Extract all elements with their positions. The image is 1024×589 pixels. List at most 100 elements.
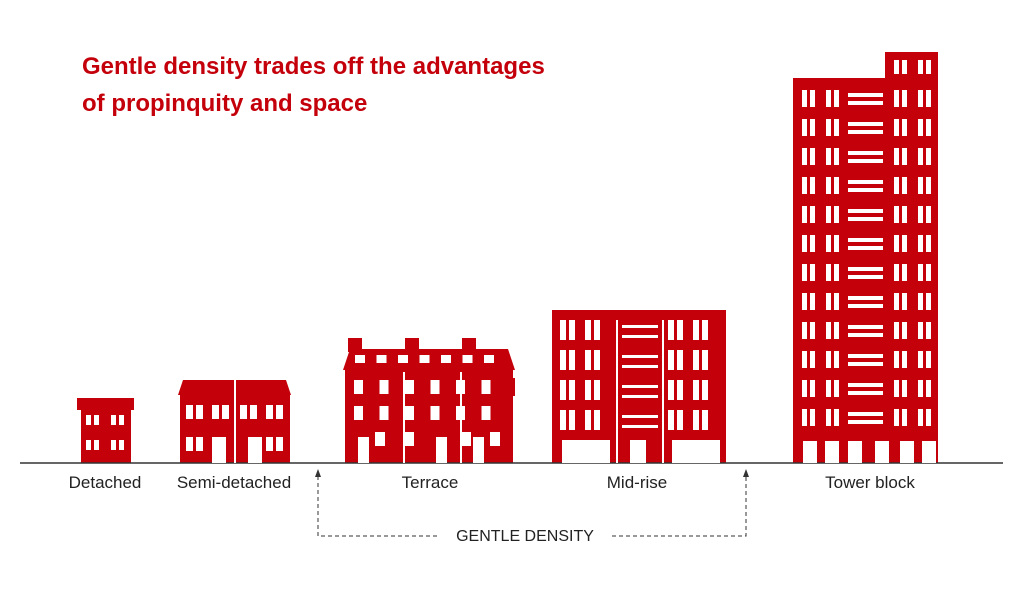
- band: [848, 246, 883, 250]
- band: [622, 325, 658, 328]
- window: [834, 409, 839, 426]
- window: [354, 380, 363, 394]
- band: [848, 122, 883, 126]
- window: [668, 320, 674, 340]
- window: [94, 440, 99, 450]
- window: [926, 322, 931, 339]
- window: [222, 405, 229, 419]
- band: [848, 130, 883, 134]
- building-label: Tower block: [825, 473, 915, 492]
- window: [810, 235, 815, 252]
- window: [926, 119, 931, 136]
- band: [622, 385, 658, 388]
- roof: [77, 398, 134, 410]
- window: [826, 380, 831, 397]
- window: [569, 380, 575, 400]
- window: [702, 350, 708, 370]
- window: [594, 380, 600, 400]
- window: [918, 322, 923, 339]
- window: [481, 380, 491, 394]
- divider: [616, 320, 618, 463]
- band: [622, 395, 658, 398]
- window: [926, 409, 931, 426]
- ground-opening: [900, 441, 914, 463]
- window: [918, 293, 923, 310]
- ground-opening: [825, 441, 839, 463]
- window: [379, 406, 389, 420]
- window: [266, 405, 273, 419]
- window: [196, 405, 203, 419]
- door: [212, 437, 226, 463]
- window: [894, 293, 899, 310]
- window: [902, 351, 907, 368]
- shopfront: [672, 440, 720, 463]
- arrow-head: [315, 469, 321, 477]
- window: [668, 410, 674, 430]
- window: [693, 410, 699, 430]
- window: [894, 380, 899, 397]
- bracket-left: [317, 476, 438, 537]
- window: [702, 380, 708, 400]
- window: [902, 90, 907, 107]
- title-line: of propinquity and space: [82, 90, 367, 117]
- window: [405, 380, 414, 394]
- window: [894, 148, 899, 165]
- window: [462, 355, 473, 363]
- window: [810, 90, 815, 107]
- window: [810, 351, 815, 368]
- window: [405, 406, 414, 420]
- window: [902, 177, 907, 194]
- band: [848, 275, 883, 279]
- window: [918, 206, 923, 223]
- window: [461, 432, 471, 446]
- window: [834, 177, 839, 194]
- window: [902, 293, 907, 310]
- band: [848, 296, 883, 300]
- window: [585, 320, 591, 340]
- window: [810, 119, 815, 136]
- band: [848, 354, 883, 358]
- window: [802, 148, 807, 165]
- band: [848, 238, 883, 242]
- window: [810, 206, 815, 223]
- window: [926, 60, 931, 74]
- window: [926, 90, 931, 107]
- window: [119, 415, 124, 425]
- window: [834, 235, 839, 252]
- window: [702, 320, 708, 340]
- window: [834, 322, 839, 339]
- window: [926, 206, 931, 223]
- bracket-right: [612, 476, 747, 537]
- divider: [234, 380, 236, 463]
- band: [848, 391, 883, 395]
- window: [918, 177, 923, 194]
- window: [826, 351, 831, 368]
- window: [668, 350, 674, 370]
- ground-opening: [875, 441, 889, 463]
- window: [693, 350, 699, 370]
- window: [86, 415, 91, 425]
- window: [430, 406, 440, 420]
- window: [240, 405, 247, 419]
- window: [894, 206, 899, 223]
- window: [693, 380, 699, 400]
- window: [594, 320, 600, 340]
- window: [354, 406, 363, 420]
- window: [560, 350, 566, 370]
- arrow-head: [743, 469, 749, 477]
- window: [918, 409, 923, 426]
- divider: [403, 372, 405, 463]
- window: [569, 320, 575, 340]
- door: [358, 437, 369, 463]
- window: [560, 410, 566, 430]
- window: [196, 437, 203, 451]
- band: [622, 415, 658, 418]
- window: [212, 405, 219, 419]
- band: [848, 333, 883, 337]
- window: [894, 119, 899, 136]
- band: [848, 267, 883, 271]
- window: [810, 409, 815, 426]
- window: [826, 409, 831, 426]
- window: [826, 264, 831, 281]
